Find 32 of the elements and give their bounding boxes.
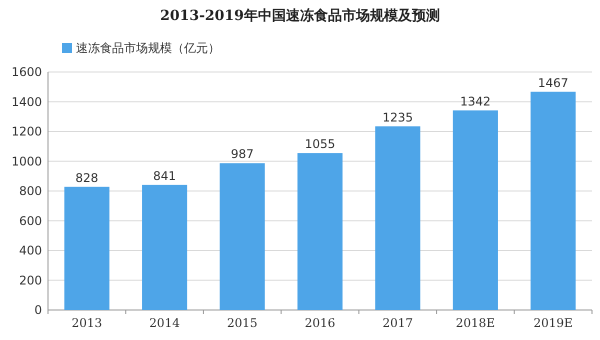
data-label: 1467 bbox=[538, 76, 568, 90]
y-tick-label: 1600 bbox=[11, 65, 42, 79]
bar bbox=[530, 92, 576, 310]
x-tick-label: 2019E bbox=[533, 316, 573, 330]
y-tick-label: 800 bbox=[19, 184, 42, 198]
y-tick-label: 1200 bbox=[11, 124, 42, 138]
data-label: 1235 bbox=[382, 110, 413, 124]
x-tick-label: 2018E bbox=[456, 316, 496, 330]
y-tick-label: 600 bbox=[19, 214, 42, 228]
legend-label: 速冻食品市场规模（亿元） bbox=[76, 41, 220, 55]
data-label: 987 bbox=[230, 147, 254, 162]
bar bbox=[452, 110, 498, 310]
bar bbox=[142, 184, 188, 310]
x-tick-label: 2017 bbox=[382, 316, 413, 330]
x-tick-label: 2015 bbox=[227, 316, 258, 330]
data-label: 1342 bbox=[460, 94, 491, 108]
x-tick-label: 2016 bbox=[304, 316, 336, 330]
bar bbox=[64, 186, 110, 310]
chart-title: 2013-2019年中国速冻食品市场规模及预测 bbox=[160, 7, 440, 24]
data-label: 841 bbox=[153, 168, 176, 183]
x-tick-label: 2013 bbox=[72, 316, 102, 330]
y-tick-label: 1000 bbox=[11, 154, 42, 168]
y-tick-label: 0 bbox=[34, 303, 42, 317]
data-label: 828 bbox=[75, 170, 98, 185]
y-tick-label: 400 bbox=[19, 244, 42, 258]
y-tick-label: 200 bbox=[19, 273, 42, 288]
data-label: 1055 bbox=[304, 137, 336, 152]
bar bbox=[375, 126, 420, 310]
bar bbox=[220, 163, 265, 310]
y-tick-label: 1400 bbox=[11, 94, 42, 109]
x-tick-label: 2014 bbox=[149, 316, 180, 330]
bar bbox=[297, 153, 343, 310]
